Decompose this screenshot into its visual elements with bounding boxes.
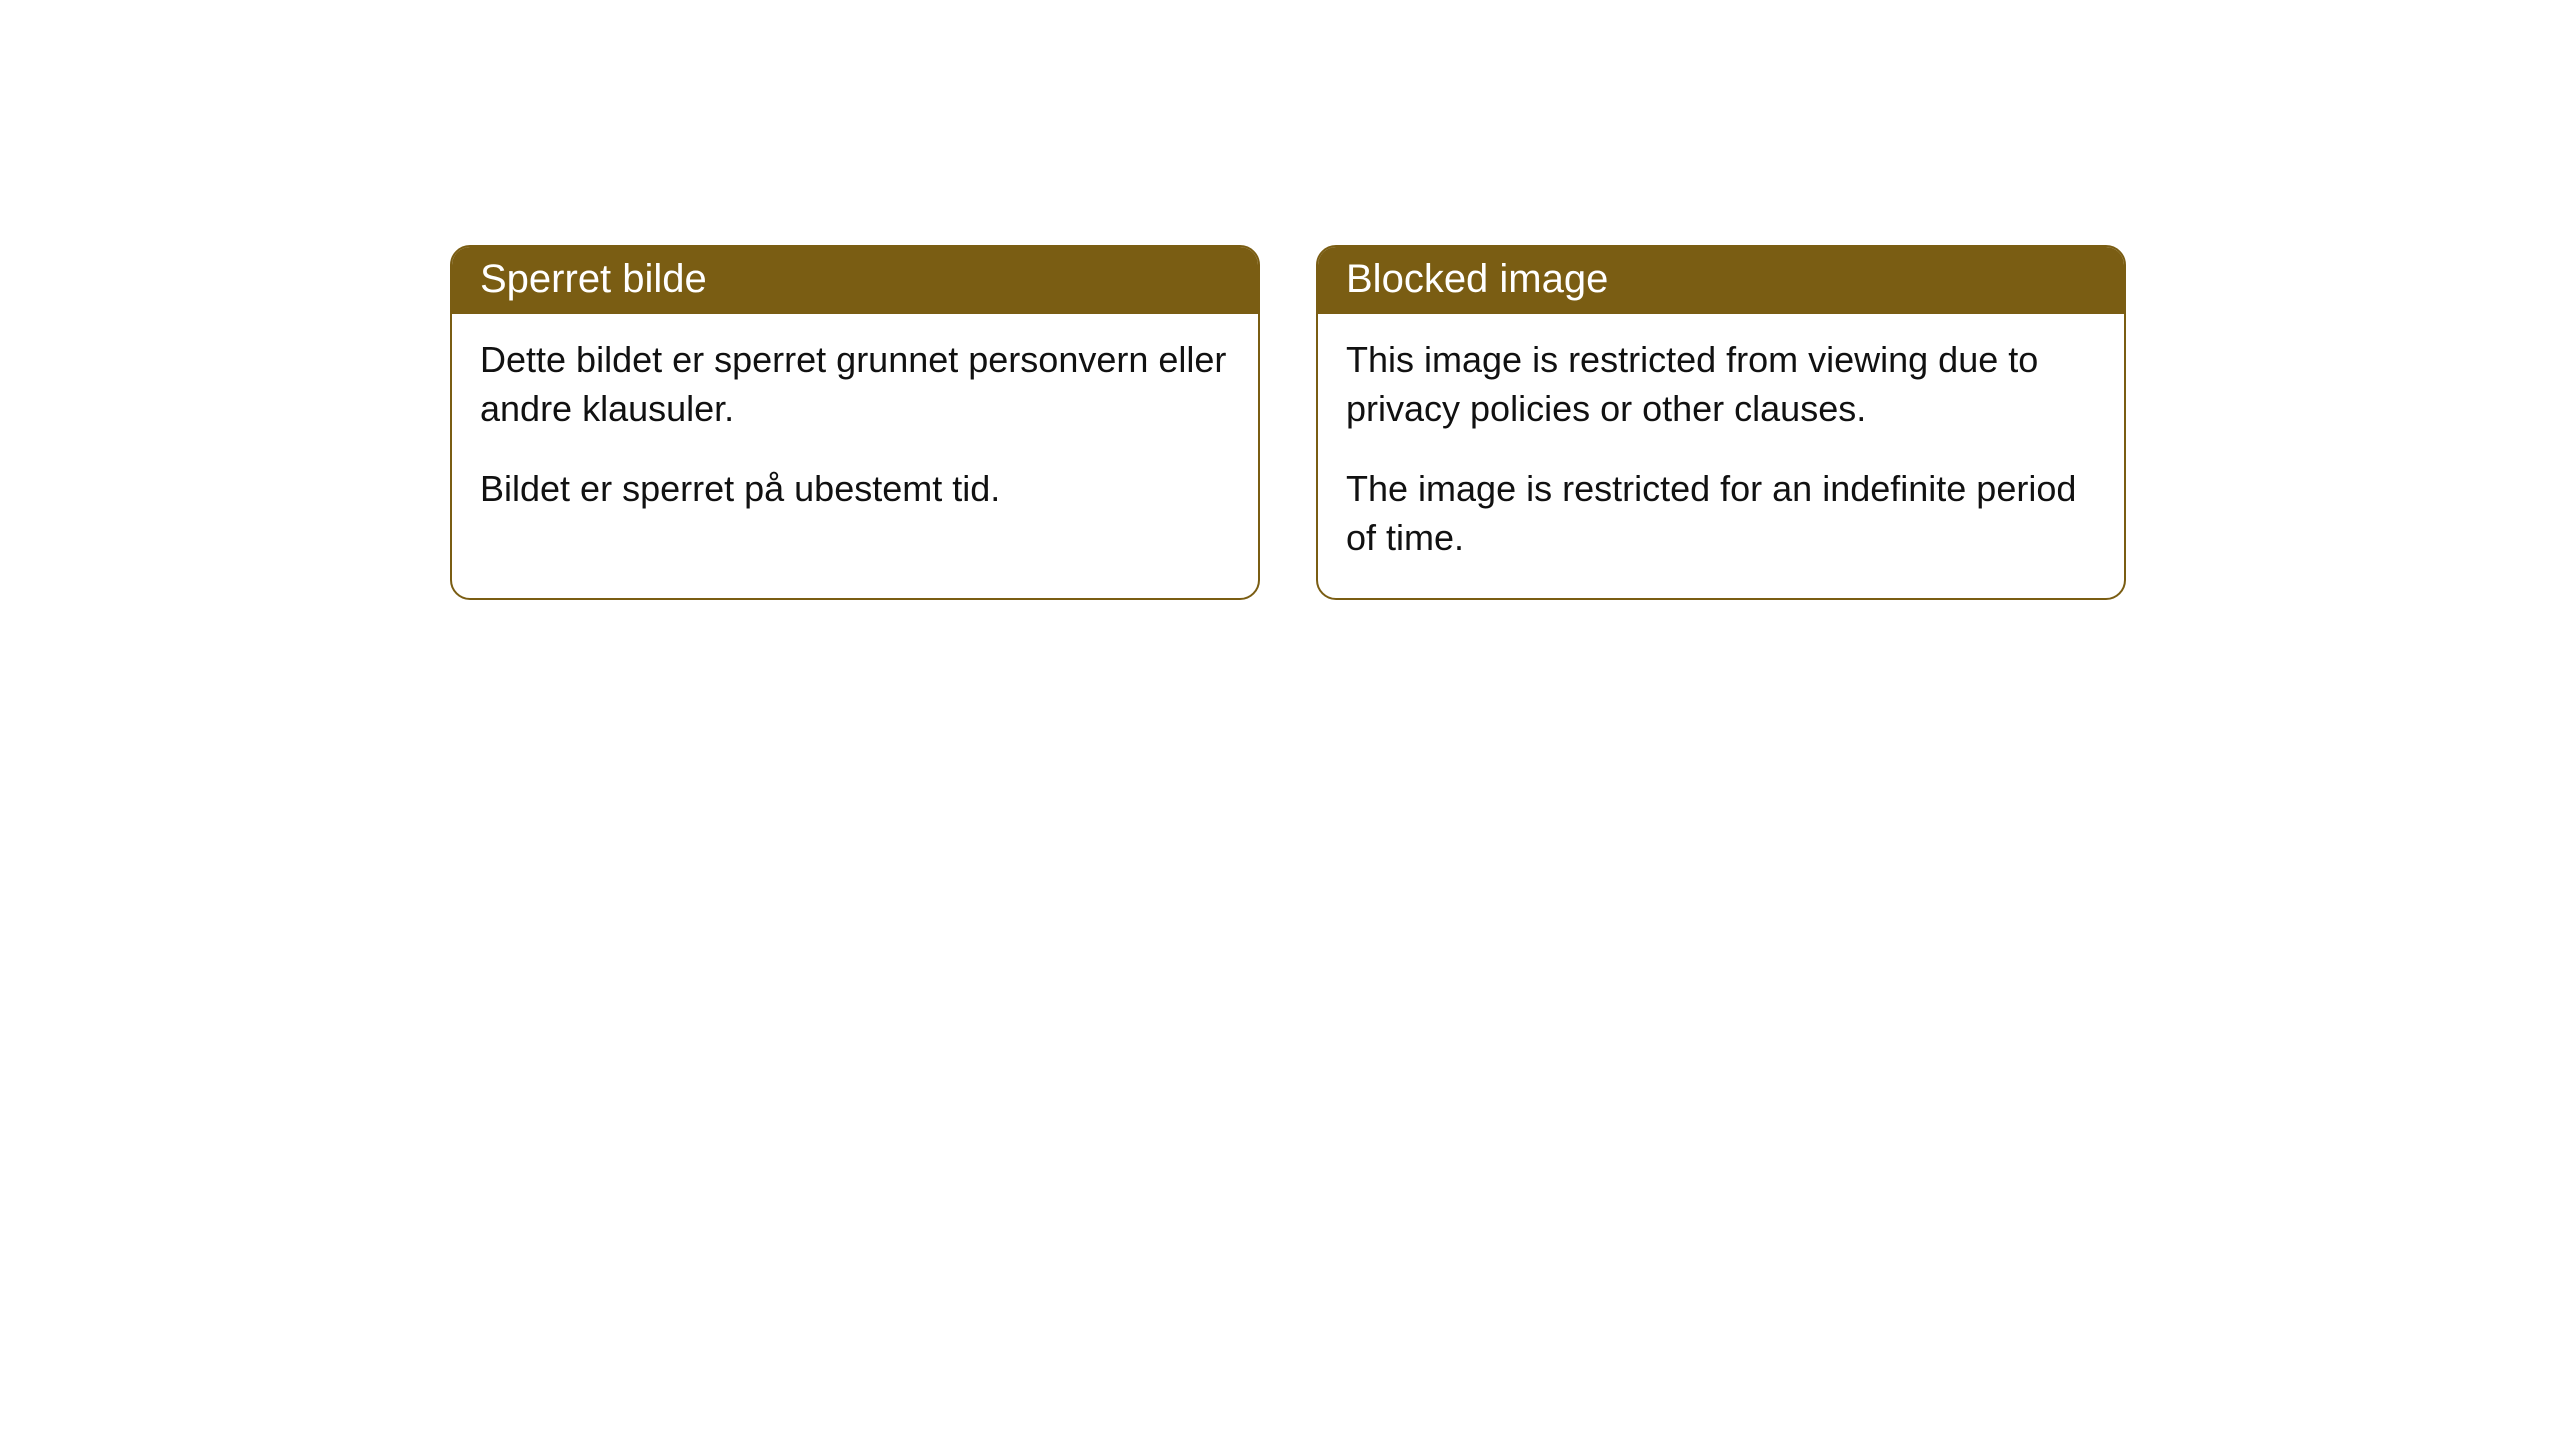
- blocked-image-card-en: Blocked image This image is restricted f…: [1316, 245, 2126, 600]
- card-body-en: This image is restricted from viewing du…: [1318, 314, 2124, 598]
- card-para1-no: Dette bildet er sperret grunnet personve…: [480, 336, 1230, 433]
- card-title-no: Sperret bilde: [452, 247, 1258, 314]
- notice-cards-container: Sperret bilde Dette bildet er sperret gr…: [0, 0, 2560, 600]
- blocked-image-card-no: Sperret bilde Dette bildet er sperret gr…: [450, 245, 1260, 600]
- card-para2-en: The image is restricted for an indefinit…: [1346, 465, 2096, 562]
- card-body-no: Dette bildet er sperret grunnet personve…: [452, 314, 1258, 550]
- card-para1-en: This image is restricted from viewing du…: [1346, 336, 2096, 433]
- card-para2-no: Bildet er sperret på ubestemt tid.: [480, 465, 1230, 514]
- card-title-en: Blocked image: [1318, 247, 2124, 314]
